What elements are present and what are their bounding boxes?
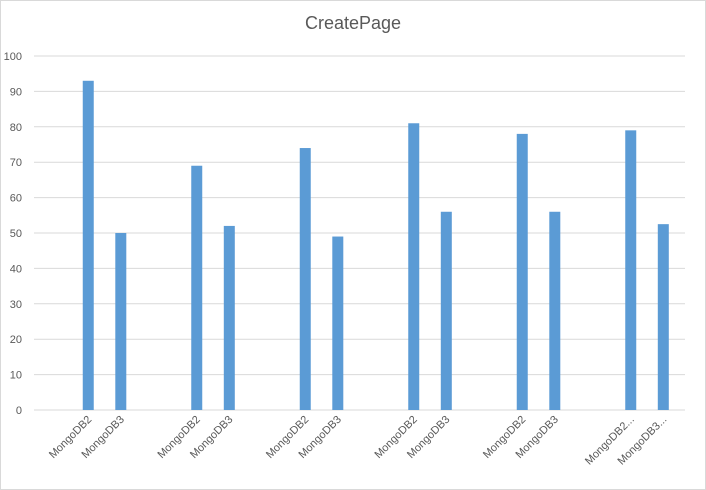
y-tick-label: 40	[10, 263, 22, 275]
y-tick-label: 20	[10, 334, 22, 346]
chart-title: CreatePage	[305, 13, 401, 33]
y-tick-label: 60	[10, 193, 22, 205]
bar	[82, 80, 94, 410]
y-tick-label: 90	[10, 86, 22, 98]
bars	[82, 80, 669, 411]
bar	[625, 130, 637, 410]
y-tick-label: 0	[16, 405, 22, 417]
bar	[549, 211, 561, 410]
bar	[657, 224, 669, 410]
bar	[332, 236, 344, 410]
y-tick-label: 100	[4, 51, 22, 63]
bar	[516, 133, 528, 410]
y-axis-ticks: 0 10 20 30 40 50 60 70 80 90 100	[4, 51, 22, 417]
y-tick-label: 80	[10, 122, 22, 134]
bar	[408, 123, 420, 410]
y-tick-label: 50	[10, 228, 22, 240]
bar	[299, 148, 311, 411]
gridlines	[34, 55, 685, 411]
y-tick-label: 10	[10, 370, 22, 382]
bar	[191, 165, 203, 410]
bar	[440, 211, 452, 410]
y-tick-label: 70	[10, 157, 22, 169]
y-tick-label: 30	[10, 299, 22, 311]
bar	[223, 225, 235, 410]
bar	[115, 233, 127, 410]
